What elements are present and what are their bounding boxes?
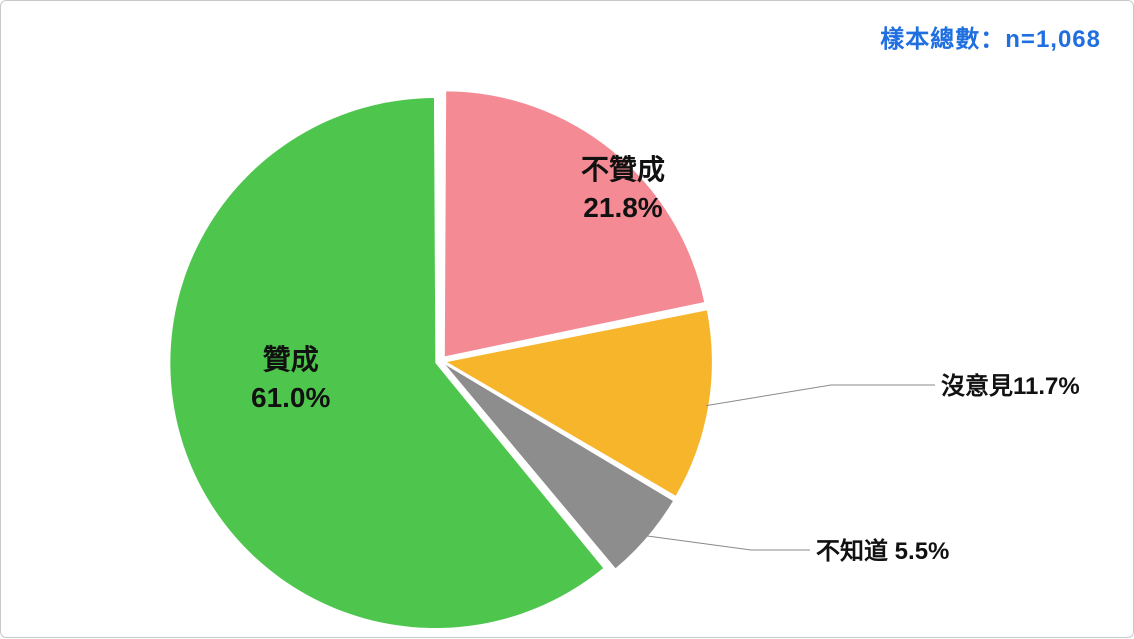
- slice-label-dont-know-pct: 5.5%: [895, 538, 950, 565]
- chart-card: 樣本總數：n=1,068 不贊成 21.8% 贊成 61.0% 沒意見11.7%…: [0, 0, 1134, 638]
- slice-label-agree: 贊成 61.0%: [251, 341, 330, 417]
- slice-label-no-opinion: 沒意見11.7%: [941, 371, 1080, 403]
- pie-slice-disagree: [445, 91, 704, 356]
- slice-label-disagree-name: 不贊成: [581, 154, 665, 185]
- pie-chart: [1, 1, 1133, 637]
- slice-label-dont-know: 不知道 5.5%: [816, 536, 949, 568]
- pie-chart-svg: [1, 1, 1134, 639]
- slice-label-dont-know-name: 不知道: [816, 538, 888, 565]
- slice-label-disagree-pct: 21.8%: [583, 192, 662, 223]
- slice-label-agree-name: 贊成: [263, 344, 319, 375]
- slice-label-agree-pct: 61.0%: [251, 382, 330, 413]
- slice-label-disagree: 不贊成 21.8%: [581, 151, 665, 227]
- slice-label-no-opinion-pct: 11.7%: [1013, 373, 1080, 400]
- leader-line-dont_know: [646, 536, 810, 550]
- leader-line-no_opinion: [706, 385, 935, 406]
- slice-label-no-opinion-name: 沒意見: [941, 373, 1013, 400]
